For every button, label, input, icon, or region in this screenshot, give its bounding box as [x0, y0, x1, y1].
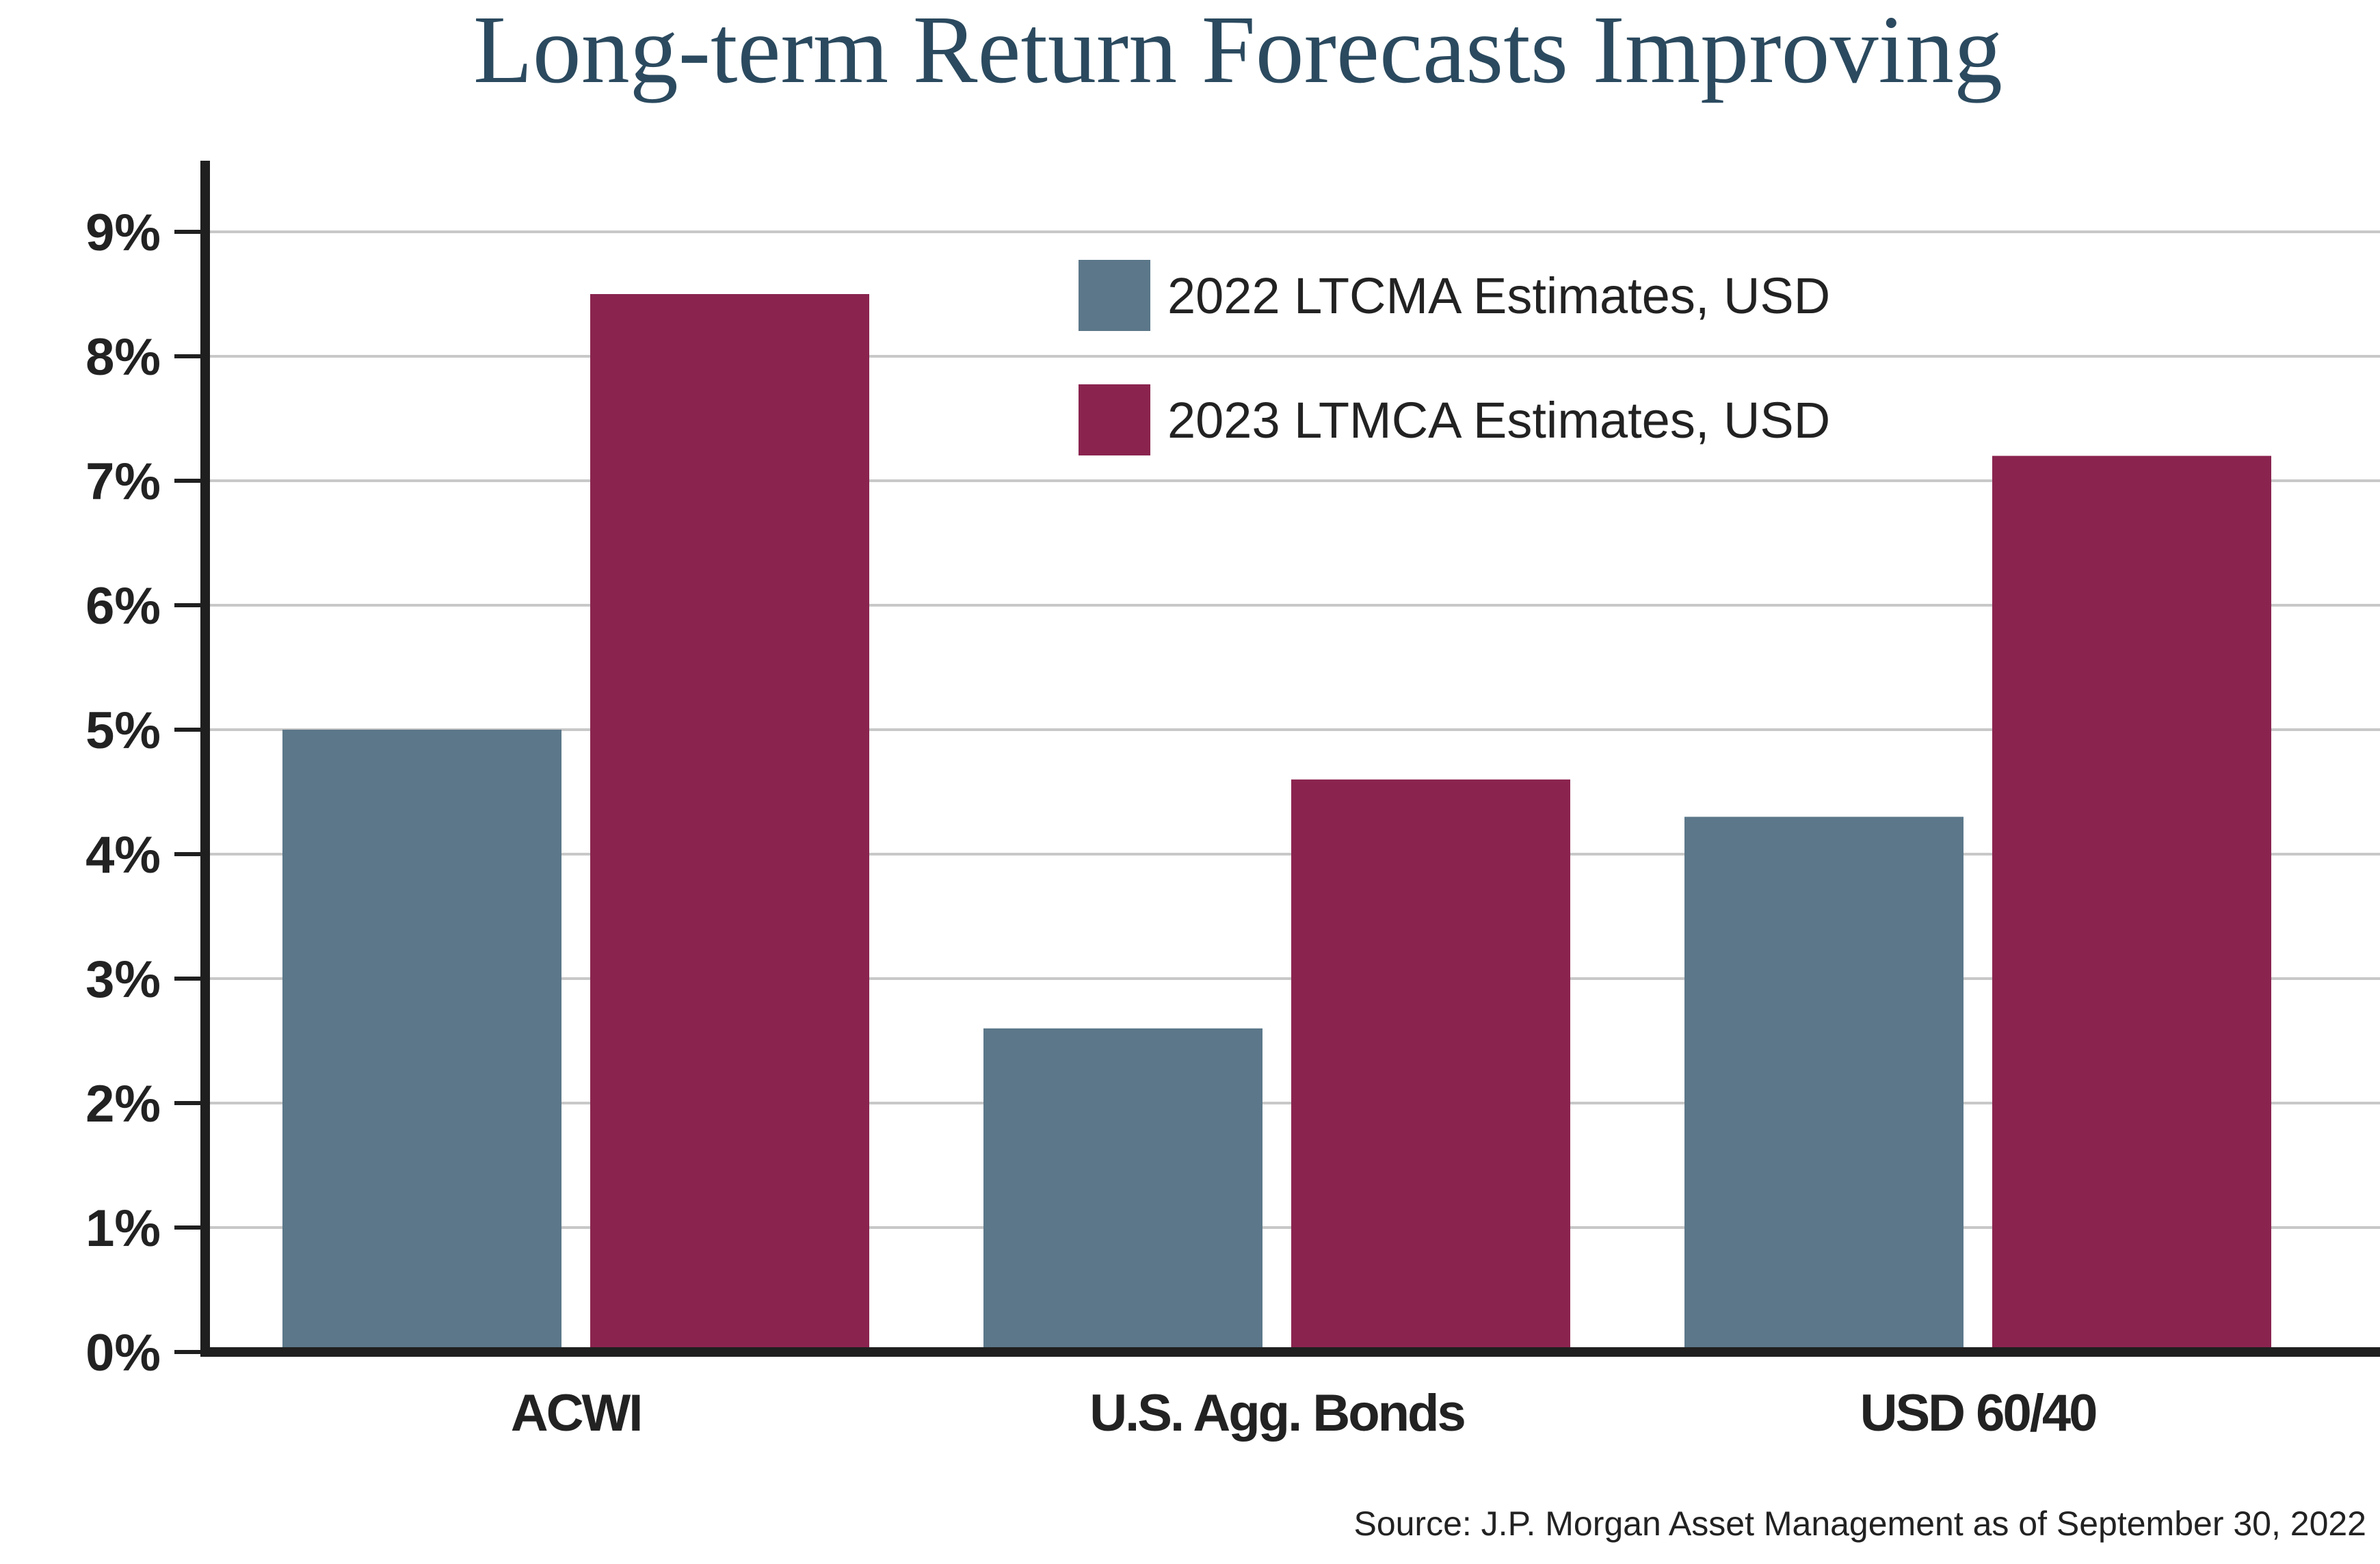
y-tick-label: 8% [85, 328, 161, 386]
y-tick-label: 9% [85, 204, 161, 262]
chart-title: Long-term Return Forecasts Improving [473, 0, 2002, 103]
y-tick-label: 3% [85, 951, 161, 1009]
bar [590, 294, 869, 1352]
bar [1684, 817, 1964, 1352]
legend-swatch [1079, 260, 1150, 331]
bar [1992, 455, 2271, 1352]
gridlines [205, 230, 2380, 1229]
y-tick-label: 1% [85, 1199, 161, 1258]
source-note: Source: J.P. Morgan Asset Management as … [1353, 1505, 2366, 1543]
x-tick-label: ACWI [511, 1384, 642, 1442]
x-tick-label: U.S. Agg. Bonds [1089, 1384, 1464, 1442]
y-tick-label: 2% [85, 1075, 161, 1133]
legend-label: 2022 LTCMA Estimates, USD [1167, 267, 1830, 324]
x-tick-label: USD 60/40 [1860, 1384, 2096, 1442]
labels: 0% 1% 2% 3% 4% 5% 6% 7% 8% 9% ACWI U.S. Agg. Bonds U… [85, 204, 2098, 1442]
y-tick-label: 6% [85, 577, 161, 635]
y-tick-label: 7% [85, 453, 161, 511]
bar [282, 730, 561, 1352]
bars [282, 294, 2271, 1352]
bar [983, 1028, 1262, 1352]
legend: 2022 LTCMA Estimates, USD 2023 LTMCA Esti… [1079, 260, 1830, 455]
y-tick-label: 5% [85, 702, 161, 760]
legend-label: 2023 LTMCA Estimates, USD [1167, 392, 1830, 449]
bar [1291, 779, 1570, 1352]
legend-swatch [1079, 384, 1150, 455]
y-tick-label: 0% [85, 1324, 161, 1382]
axes [174, 161, 2380, 1357]
y-tick-label: 4% [85, 826, 161, 884]
